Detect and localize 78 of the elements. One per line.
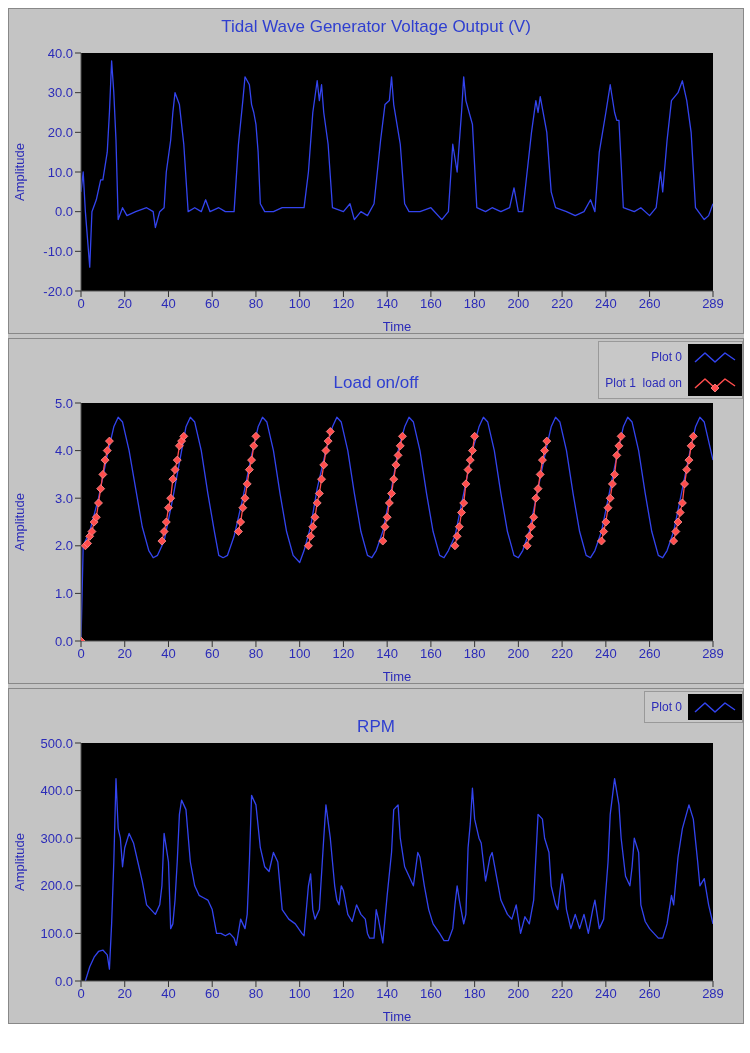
y-axis-title: Amplitude xyxy=(11,493,27,551)
y-tick-label: 100.0 xyxy=(40,926,73,942)
x-tick-label: 100 xyxy=(288,296,311,312)
legend-label: Plot 1 load on xyxy=(605,375,682,392)
x-axis-title: Time xyxy=(382,669,412,684)
x-tick-label: 240 xyxy=(594,986,617,1002)
x-tick-label: 120 xyxy=(332,646,355,662)
y-tick-label: 20.0 xyxy=(47,124,73,140)
x-tick-label: 20 xyxy=(117,986,132,1002)
y-tick-label: 5.0 xyxy=(54,395,73,411)
y-tick-label: 4.0 xyxy=(54,443,73,459)
y-tick-label: 400.0 xyxy=(40,783,73,799)
x-tick-label: 140 xyxy=(376,646,399,662)
x-tick-label: 200 xyxy=(507,986,530,1002)
y-tick-label: 0.0 xyxy=(54,204,73,220)
y-tick-label: 3.0 xyxy=(54,490,73,506)
y-tick-label: 30.0 xyxy=(47,85,73,101)
x-tick-label: 160 xyxy=(420,986,442,1002)
x-axis-title: Time xyxy=(382,1009,412,1024)
x-tick-label: 0 xyxy=(77,986,85,1002)
x-tick-label: 260 xyxy=(638,296,661,312)
x-tick-label: 80 xyxy=(248,646,264,662)
line-series xyxy=(84,778,713,981)
x-tick-label: 220 xyxy=(551,646,573,662)
y-tick-label: 2.0 xyxy=(54,538,73,554)
x-tick-label: 0 xyxy=(77,646,85,662)
y-axis-title: Amplitude xyxy=(11,833,27,891)
y-tick-label: 200.0 xyxy=(40,878,73,894)
x-tick-label: 120 xyxy=(332,986,355,1002)
chart-title: Load on/off xyxy=(333,373,419,392)
x-tick-label: 80 xyxy=(248,296,264,312)
x-tick-label: 180 xyxy=(463,646,486,662)
x-axis-title: Time xyxy=(382,319,412,334)
x-tick-label: 160 xyxy=(420,296,442,312)
x-tick-label: 200 xyxy=(507,646,530,662)
x-tick-label: 140 xyxy=(376,986,399,1002)
line-series xyxy=(81,60,713,268)
x-tick-label: 60 xyxy=(204,296,220,312)
x-tick-label: 260 xyxy=(638,646,661,662)
x-tick-label: 289 xyxy=(702,646,724,662)
y-tick-label: -10.0 xyxy=(43,243,73,259)
x-tick-label: 180 xyxy=(463,986,486,1002)
x-tick-label: 240 xyxy=(594,296,617,312)
x-tick-label: 120 xyxy=(332,296,355,312)
x-tick-label: 260 xyxy=(638,986,661,1002)
x-tick-label: 200 xyxy=(507,296,530,312)
x-tick-label: 220 xyxy=(551,296,573,312)
chart-title: RPM xyxy=(357,717,395,736)
x-tick-label: 180 xyxy=(463,296,486,312)
y-tick-label: 10.0 xyxy=(47,164,73,180)
x-tick-label: 140 xyxy=(376,296,399,312)
x-tick-label: 80 xyxy=(248,986,264,1002)
y-axis-title: Amplitude xyxy=(11,143,27,201)
x-tick-label: 289 xyxy=(702,296,724,312)
x-tick-label: 100 xyxy=(288,986,311,1002)
x-tick-label: 100 xyxy=(288,646,311,662)
chart-title: Tidal Wave Generator Voltage Output (V) xyxy=(220,16,532,37)
y-tick-label: 500.0 xyxy=(40,735,73,751)
legend-label: Plot 0 xyxy=(651,699,682,716)
x-tick-label: 0 xyxy=(77,296,85,312)
x-tick-label: 20 xyxy=(117,296,132,312)
y-tick-label: 1.0 xyxy=(54,586,73,602)
x-tick-label: 60 xyxy=(204,986,220,1002)
x-tick-label: 160 xyxy=(420,646,442,662)
x-tick-label: 40 xyxy=(161,646,176,662)
x-tick-label: 289 xyxy=(702,986,724,1002)
x-tick-label: 220 xyxy=(551,986,573,1002)
y-tick-label: 0.0 xyxy=(54,633,73,649)
y-tick-label: -20.0 xyxy=(43,283,73,299)
x-tick-label: 60 xyxy=(204,646,220,662)
legend-label: Plot 0 xyxy=(651,349,682,366)
x-tick-label: 20 xyxy=(117,646,132,662)
y-tick-label: 0.0 xyxy=(54,973,73,989)
y-tick-label: 300.0 xyxy=(40,830,73,846)
x-tick-label: 40 xyxy=(161,296,176,312)
y-tick-label: 40.0 xyxy=(47,45,73,61)
x-tick-label: 240 xyxy=(594,646,617,662)
x-tick-label: 40 xyxy=(161,986,176,1002)
